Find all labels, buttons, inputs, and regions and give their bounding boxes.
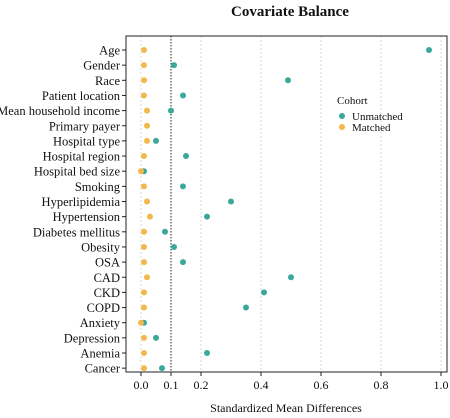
point-unmatched (180, 92, 186, 99)
point-matched (144, 122, 150, 129)
y-tick-label: Age (99, 44, 120, 58)
y-tick-label: Hospital type (53, 134, 120, 148)
point-unmatched (288, 274, 294, 281)
y-tick-label: Patient location (42, 89, 121, 103)
y-tick-label: Race (95, 74, 120, 88)
point-matched (141, 47, 147, 53)
point-unmatched (162, 228, 168, 235)
point-matched (141, 62, 147, 69)
x-tick-label: 0.4 (254, 378, 269, 392)
point-unmatched (261, 289, 267, 296)
point-matched (144, 107, 150, 114)
point-matched (141, 77, 147, 84)
y-tick-label: Anxiety (80, 316, 121, 330)
point-unmatched (153, 137, 159, 144)
point-unmatched (183, 153, 189, 160)
y-tick-label: Obesity (81, 240, 121, 254)
point-unmatched (243, 304, 249, 311)
y-tick-label: Hospital bed size (34, 165, 121, 179)
y-tick-label: Diabetes mellitus (33, 225, 120, 239)
legend-marker-matched (339, 124, 345, 130)
point-unmatched (180, 183, 186, 190)
point-matched (144, 198, 150, 205)
y-tick-label: Smoking (75, 180, 121, 194)
y-tick-label: Depression (64, 331, 121, 345)
legend-label-unmatched: Unmatched (352, 111, 403, 123)
legend: Cohort Unmatched Matched (337, 95, 403, 134)
point-matched (141, 365, 147, 372)
point-matched (141, 92, 147, 99)
point-matched (147, 213, 153, 220)
point-unmatched (168, 107, 174, 114)
point-matched (141, 334, 147, 341)
grid-lines (140, 36, 442, 372)
point-unmatched (180, 259, 186, 266)
point-matched (141, 183, 147, 190)
point-matched (138, 168, 144, 175)
y-tick-label: CKD (94, 286, 120, 300)
point-matched (141, 350, 147, 356)
plot-frame (125, 35, 448, 373)
y-tick-label: Cancer (85, 362, 121, 376)
point-matched (141, 228, 147, 235)
point-unmatched (171, 62, 177, 69)
x-axis-ticks: 0.0 0.1 0.2 0.4 0.6 0.8 1.0 (134, 372, 449, 392)
point-matched (144, 274, 150, 281)
y-tick-label: Mean household income (0, 104, 120, 118)
y-tick-label: Anemia (80, 347, 120, 361)
data-points (138, 47, 432, 372)
y-tick-label: Hypertension (53, 210, 121, 224)
point-unmatched (159, 365, 165, 372)
point-unmatched (204, 350, 210, 356)
x-tick-label: 1.0 (434, 378, 449, 392)
chart-title: Covariate Balance (231, 4, 349, 20)
point-matched (138, 319, 144, 326)
y-tick-label: CAD (94, 271, 120, 285)
point-matched (144, 137, 150, 144)
point-matched (141, 304, 147, 311)
x-tick-label: 0.0 (134, 378, 149, 392)
y-tick-label: Hyperlipidemia (42, 195, 121, 209)
point-unmatched (204, 213, 210, 220)
x-tick-label: 0.6 (314, 378, 329, 392)
point-unmatched (171, 243, 177, 250)
point-unmatched (153, 334, 159, 341)
y-tick-label: COPD (87, 301, 120, 315)
legend-title: Cohort (337, 95, 368, 107)
point-matched (141, 153, 147, 160)
point-matched (141, 243, 147, 250)
y-tick-label: Primary payer (49, 119, 121, 133)
y-tick-label: Gender (83, 59, 121, 73)
legend-marker-unmatched (339, 113, 345, 119)
point-unmatched (285, 77, 291, 84)
point-matched (141, 259, 147, 266)
y-tick-label: OSA (95, 256, 120, 270)
x-tick-label: 0.8 (374, 378, 389, 392)
x-axis-title: Standardized Mean Differences (210, 401, 362, 415)
x-tick-label: 0.1 (164, 378, 179, 392)
point-matched (141, 289, 147, 296)
legend-label-matched: Matched (352, 122, 391, 134)
point-unmatched (426, 47, 432, 53)
point-unmatched (228, 198, 234, 205)
y-tick-label: Hospital region (43, 150, 121, 164)
x-tick-label: 0.2 (194, 378, 209, 392)
